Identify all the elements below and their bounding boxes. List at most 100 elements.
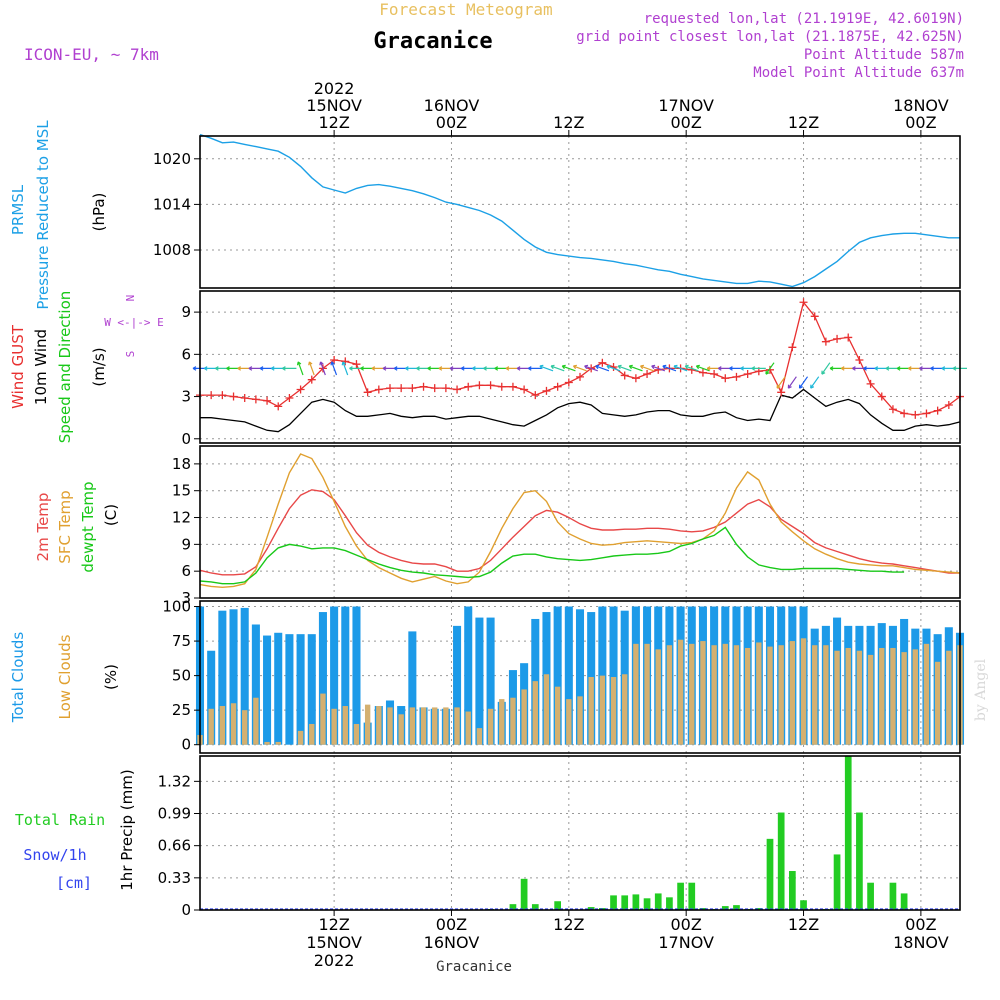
- gust-marker: [766, 365, 774, 374]
- wind-label-gust: Wind GUST: [9, 324, 27, 409]
- y-tick-label: 0.33: [158, 869, 191, 887]
- low-cloud-bar: [901, 652, 907, 745]
- gust-marker: [933, 406, 942, 415]
- temp-line-1: [199, 453, 961, 589]
- low-cloud-bar: [677, 639, 684, 745]
- precip-bar: [789, 871, 796, 910]
- low-cloud-bar: [588, 677, 594, 745]
- wind-arrow: [628, 364, 643, 372]
- y-tick-label: 3: [181, 388, 191, 406]
- low-cloud-bar: [934, 661, 941, 745]
- wind-arrow: [640, 364, 654, 372]
- gust-marker: [486, 381, 495, 390]
- y-tick-label: 0.99: [158, 805, 191, 823]
- precip-bar: [833, 854, 841, 910]
- low-cloud-bar: [577, 696, 583, 745]
- compass-s: S: [124, 351, 137, 358]
- low-cloud-bar: [633, 643, 639, 745]
- precip-bar: [531, 904, 539, 910]
- wind-arrow: [561, 364, 576, 372]
- low-cloud-bar: [689, 643, 695, 745]
- low-cloud-bar: [499, 699, 505, 745]
- supertitle: Forecast Meteogram: [379, 0, 552, 19]
- total-cloud-bar: [229, 609, 238, 745]
- time-label-bottom: 00Z: [671, 915, 702, 934]
- panel-frame: [199, 600, 961, 754]
- total-cloud-bar: [330, 606, 339, 745]
- location-title: Gracanice: [373, 29, 492, 54]
- precip-bar: [654, 893, 662, 910]
- wind-arrow: [527, 366, 543, 371]
- low-cloud-bar: [253, 697, 259, 745]
- time-label-bottom: 12Z: [553, 915, 584, 934]
- low-cloud-bar: [845, 647, 851, 745]
- precip-unit: 1hr Precip (mm): [118, 769, 136, 890]
- precip-bar: [900, 893, 908, 910]
- gust-marker: [944, 401, 953, 409]
- y-tick-label: 9: [181, 535, 191, 553]
- temp-label-dew: dewpt Temp: [79, 481, 97, 572]
- clouds-label-low: Low Clouds: [56, 634, 74, 719]
- gust-marker: [251, 395, 260, 404]
- gust-marker: [833, 334, 842, 343]
- precip-bar: [677, 882, 684, 910]
- time-label-bottom: 15NOV: [306, 933, 362, 952]
- low-cloud-bar: [554, 686, 561, 745]
- time-label-top: 12Z: [318, 113, 349, 132]
- precip-bar: [509, 904, 517, 910]
- time-label-bottom: 2022: [314, 951, 355, 970]
- gust-marker: [307, 375, 316, 384]
- low-cloud-bar: [800, 638, 807, 745]
- y-tick-label: 15: [172, 482, 191, 500]
- total-cloud-bar: [207, 650, 216, 745]
- precip-bar: [666, 897, 673, 910]
- y-tick-label: 12: [172, 509, 191, 527]
- y-tick-label: 0.66: [158, 837, 191, 855]
- y-tick-label: 1014: [153, 195, 191, 213]
- y-tick-label: 18: [172, 455, 191, 473]
- model-altitude: Model Point Altitude 637m: [753, 65, 964, 81]
- total-cloud-bar: [341, 606, 350, 745]
- low-cloud-bar: [432, 707, 438, 745]
- time-label-bottom: 18NOV: [893, 933, 949, 952]
- gust-marker: [732, 372, 741, 381]
- low-cloud-bar: [376, 706, 382, 745]
- low-cloud-bar: [208, 708, 214, 745]
- low-cloud-bar: [476, 728, 483, 745]
- clouds-unit: (%): [102, 664, 120, 690]
- gust-marker: [352, 360, 361, 369]
- precip-bar: [632, 894, 640, 910]
- precip-label-rain: Total Rain: [15, 811, 105, 829]
- total-cloud-bar: [352, 606, 361, 745]
- gust-marker: [810, 312, 819, 321]
- wind-arrow: [282, 366, 297, 371]
- low-cloud-bar: [912, 649, 918, 745]
- time-label-top: 18NOV: [893, 96, 949, 115]
- low-cloud-bar: [890, 647, 896, 745]
- y-tick-label: 0: [181, 901, 191, 919]
- low-cloud-bar: [331, 708, 337, 745]
- precip-bar: [766, 838, 774, 910]
- low-cloud-bar: [543, 674, 550, 745]
- wind-arrow: [539, 364, 554, 372]
- total-cloud-bar: [240, 607, 249, 745]
- precip-bar: [844, 756, 852, 910]
- precip-bar: [520, 878, 528, 910]
- low-cloud-bar: [733, 645, 740, 745]
- gust-marker: [207, 391, 216, 400]
- point-altitude: Point Altitude 587m: [804, 47, 964, 63]
- wind-arrow: [673, 364, 688, 372]
- total-cloud-bar: [318, 612, 327, 745]
- wind-arrow: [787, 376, 797, 389]
- low-cloud-bar: [309, 723, 315, 745]
- low-cloud-bar: [398, 714, 404, 745]
- low-cloud-bar: [420, 707, 427, 745]
- pressure-unit: (hPa): [90, 193, 108, 232]
- gust-marker: [497, 382, 506, 391]
- gust-marker: [475, 381, 484, 390]
- time-label-top: 12Z: [788, 113, 819, 132]
- precip-bar: [554, 901, 561, 910]
- time-label-top: 12Z: [553, 113, 584, 132]
- wind-arrow: [798, 376, 809, 389]
